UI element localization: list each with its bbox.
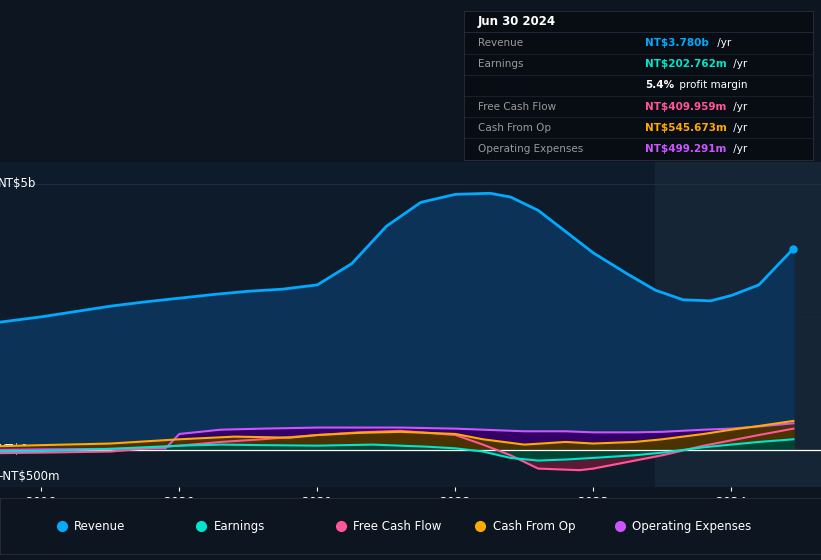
Text: Cash From Op: Cash From Op bbox=[478, 123, 551, 133]
Text: /yr: /yr bbox=[730, 101, 747, 111]
Bar bbox=[655, 162, 821, 487]
Text: Revenue: Revenue bbox=[478, 38, 523, 48]
Text: -NT$500m: -NT$500m bbox=[0, 470, 60, 483]
Text: /yr: /yr bbox=[714, 38, 732, 48]
Text: Revenue: Revenue bbox=[74, 520, 126, 533]
Text: NT$3.780b: NT$3.780b bbox=[645, 38, 709, 48]
Text: Earnings: Earnings bbox=[478, 59, 523, 69]
Text: Free Cash Flow: Free Cash Flow bbox=[353, 520, 442, 533]
Text: profit margin: profit margin bbox=[676, 81, 747, 90]
Text: NT$545.673m: NT$545.673m bbox=[645, 123, 727, 133]
Text: 5.4%: 5.4% bbox=[645, 81, 674, 90]
Text: NT$409.959m: NT$409.959m bbox=[645, 101, 727, 111]
Point bbox=[787, 244, 800, 253]
Text: NT$0: NT$0 bbox=[0, 444, 30, 456]
Text: Operating Expenses: Operating Expenses bbox=[478, 144, 583, 154]
Text: Free Cash Flow: Free Cash Flow bbox=[478, 101, 556, 111]
Text: NT$202.762m: NT$202.762m bbox=[645, 59, 727, 69]
Text: /yr: /yr bbox=[730, 59, 747, 69]
Text: /yr: /yr bbox=[730, 123, 747, 133]
Text: Jun 30 2024: Jun 30 2024 bbox=[478, 15, 556, 29]
Text: NT$499.291m: NT$499.291m bbox=[645, 144, 727, 154]
Text: /yr: /yr bbox=[730, 144, 747, 154]
Text: Earnings: Earnings bbox=[213, 520, 265, 533]
Text: Cash From Op: Cash From Op bbox=[493, 520, 575, 533]
Text: Operating Expenses: Operating Expenses bbox=[632, 520, 751, 533]
Text: NT$5b: NT$5b bbox=[0, 177, 37, 190]
